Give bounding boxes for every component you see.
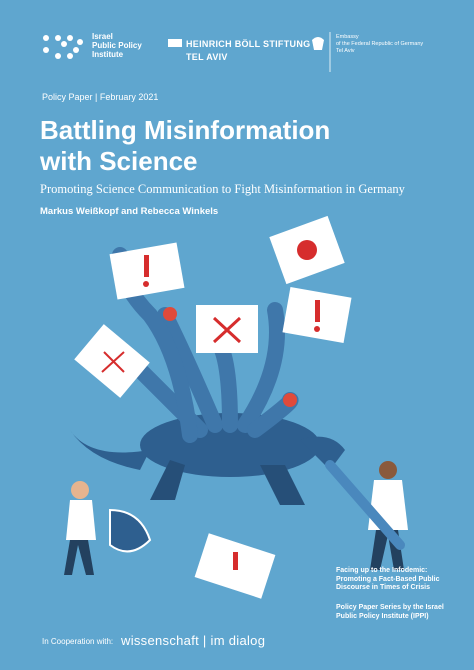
- logo-dot: [77, 39, 83, 45]
- partner-logo: wissenschaft | im dialog: [121, 633, 266, 648]
- sign-mark: [212, 316, 242, 344]
- sign: [282, 286, 352, 344]
- logo-text: Institute: [92, 50, 124, 59]
- kicker: Policy Paper | February 2021: [42, 92, 159, 102]
- logo-dot: [73, 47, 79, 53]
- monster-mouth: [163, 307, 177, 321]
- ippi-logo: [43, 35, 83, 59]
- authors: Markus Weißkopf and Rebecca Winkels: [40, 206, 219, 217]
- sign: [74, 324, 150, 398]
- note-line: Discourse in Times of Crisis: [336, 584, 431, 591]
- monster-tail: [70, 430, 150, 470]
- monster-mouth: [283, 393, 297, 407]
- logo-text: Embassy: [336, 34, 359, 40]
- title-line: with Science: [40, 146, 198, 176]
- boell-mark: [168, 39, 182, 47]
- logo-text: HEINRICH BÖLL STIFTUNG: [186, 39, 311, 49]
- sign-mark: [143, 281, 149, 287]
- head: [379, 461, 397, 479]
- logo-dot: [67, 35, 73, 41]
- legs: [64, 540, 94, 575]
- sign-mark: [314, 326, 320, 332]
- monster-legs: [150, 460, 305, 505]
- logo-dot: [55, 53, 61, 59]
- neck: [157, 307, 223, 433]
- flask: [109, 508, 152, 553]
- sign: [194, 533, 276, 599]
- series-by: Policy Paper Series by the Israel Public …: [336, 604, 444, 621]
- logo-dot: [55, 35, 61, 41]
- eagle: [312, 37, 324, 50]
- note-line: Policy Paper Series by the Israel: [336, 604, 444, 611]
- neck: [237, 302, 285, 433]
- scientist-left: [64, 481, 152, 575]
- note-line: Facing up to the Infodemic:: [336, 567, 428, 574]
- logo-dot: [43, 35, 49, 41]
- title-line: Battling Misinformation: [40, 115, 331, 145]
- embassy-name: Embassy of the Federal Republic of German…: [336, 34, 423, 55]
- logo-dot: [67, 53, 73, 59]
- note-line: Promoting a Fact-Based Public: [336, 575, 440, 583]
- logo-text: Israel: [92, 32, 113, 41]
- series-title: Facing up to the Infodemic: Promoting a F…: [336, 567, 439, 593]
- sign-mark: [144, 255, 149, 277]
- ippi-name: Israel Public Policy Institute: [92, 32, 142, 59]
- subtitle: Promoting Science Communication to Fight…: [40, 182, 405, 196]
- scientist-right: [325, 460, 408, 570]
- sign: [196, 305, 258, 353]
- head: [71, 481, 89, 499]
- logo-text: TEL AVIV: [186, 52, 228, 62]
- sign: [269, 215, 345, 285]
- logo-text: of the Federal Republic of Germany: [336, 41, 424, 47]
- boell-name: HEINRICH BÖLL STIFTUNG TEL AVIV: [186, 38, 310, 64]
- logo-text: Public Policy: [92, 41, 142, 50]
- monster-leg: [300, 436, 345, 470]
- cooperation-label: In Cooperation with:: [42, 637, 114, 646]
- sign-mark: [297, 240, 317, 260]
- logo-dot: [61, 41, 67, 47]
- pencil: [325, 460, 405, 550]
- coat: [66, 500, 96, 540]
- logo-dot: [43, 47, 49, 53]
- note-line: Public Policy Institute (IPPI): [336, 612, 429, 620]
- sign-mark: [315, 300, 320, 322]
- title: Battling Misinformation with Science: [40, 115, 330, 177]
- sign-mark: [101, 351, 125, 373]
- sign-mark: [233, 552, 238, 570]
- neck: [212, 337, 238, 433]
- sign: [109, 242, 185, 300]
- logo-text: Tel Aviv: [336, 48, 355, 54]
